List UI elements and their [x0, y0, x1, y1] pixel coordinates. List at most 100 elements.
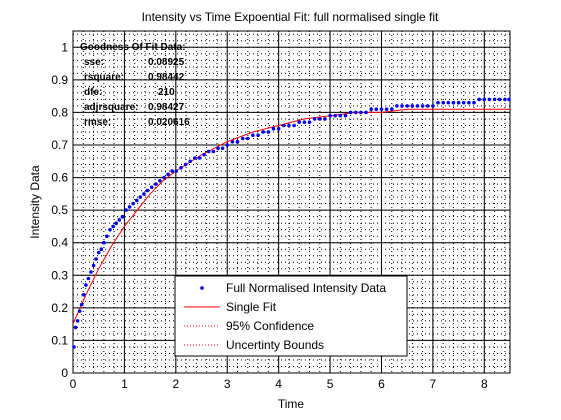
- data-point: [158, 179, 162, 183]
- single-fit-series: [72, 108, 510, 325]
- data-point: [166, 172, 170, 177]
- data-point: [312, 117, 317, 121]
- x-tick-label: 7: [430, 377, 437, 391]
- data-point: [94, 257, 98, 261]
- plot-frame: [72, 30, 511, 374]
- data-point: [266, 130, 271, 134]
- data-point: [297, 120, 302, 124]
- data-point: [261, 130, 266, 134]
- data-point: [467, 100, 471, 105]
- data-point: [127, 205, 132, 209]
- gof-row-key: sse:: [84, 57, 104, 68]
- data-point: [145, 188, 150, 193]
- x-tick-label: 3: [224, 377, 231, 391]
- data-point: [497, 97, 502, 102]
- data-point: [307, 120, 312, 124]
- data-point: [202, 153, 206, 157]
- x-tick-label: 0: [70, 377, 77, 391]
- y-tick-label: 0.2: [51, 301, 68, 315]
- data-point: [197, 156, 202, 160]
- legend-box: [174, 275, 408, 357]
- data-point: [120, 214, 125, 219]
- data-point: [73, 325, 78, 330]
- data-point: [86, 276, 91, 281]
- data-point: [328, 113, 332, 118]
- x-tick-label: 4: [275, 377, 282, 391]
- data-point: [359, 110, 363, 115]
- data-point: [82, 293, 86, 297]
- data-point: [282, 123, 286, 128]
- data-point: [154, 182, 158, 186]
- data-point: [99, 247, 104, 251]
- data-point: [75, 319, 80, 323]
- data-point: [179, 166, 183, 170]
- data-point: [131, 201, 135, 206]
- data-point: [369, 107, 374, 111]
- data-point: [292, 123, 296, 128]
- legend: Full Normalised Intensity Data Single Fi…: [174, 275, 408, 357]
- data-point: [211, 149, 216, 154]
- x-axis-ticks: 0 1 2 3 4 5 6 7 8: [70, 377, 488, 391]
- data-point: [446, 100, 451, 105]
- data-point: [138, 195, 143, 199]
- x-axis-label: Time: [278, 397, 305, 411]
- data-point: [482, 97, 487, 102]
- data-point: [96, 250, 101, 255]
- gof-row-key: rsquare:: [84, 72, 124, 83]
- data-point: [149, 185, 154, 190]
- data-point: [441, 100, 446, 105]
- y-tick-label: 0.9: [51, 73, 68, 87]
- y-tick-label: 0: [61, 366, 68, 380]
- data-point: [343, 113, 348, 118]
- data-point: [124, 208, 128, 212]
- data-point: [102, 240, 106, 245]
- data-point: [117, 218, 122, 222]
- data-point: [400, 104, 404, 108]
- data-series: [72, 97, 511, 349]
- data-point: [287, 123, 291, 128]
- data-point: [246, 136, 250, 141]
- data-point: [456, 100, 461, 105]
- data-point: [461, 100, 466, 105]
- data-point: [436, 100, 440, 105]
- data-point: [77, 309, 82, 313]
- data-point: [425, 104, 430, 108]
- data-point: [379, 107, 384, 111]
- legend-marker-data: [200, 286, 204, 290]
- data-point: [162, 175, 166, 180]
- legend-label: 95% Confidence: [226, 319, 314, 333]
- legend-label: Single Fit: [226, 300, 277, 314]
- data-point: [170, 169, 174, 173]
- data-point: [105, 234, 109, 238]
- data-point: [183, 162, 188, 167]
- data-point: [108, 227, 112, 232]
- x-tick-label: 2: [172, 377, 179, 391]
- y-axis-ticks: 0 0.1 0.2 0.3 0.4 0.5 0.6 0.7 0.8 0.9 1: [51, 40, 68, 380]
- data-point: [395, 104, 399, 108]
- data-point: [507, 97, 511, 102]
- data-point: [318, 117, 322, 121]
- chart-title: Intensity vs Time Expoential Fit: full n…: [142, 10, 439, 24]
- data-point: [354, 110, 358, 115]
- gof-row-key: adjrsquare:: [84, 102, 138, 113]
- data-point: [420, 104, 425, 108]
- gof-row-value: 210: [158, 87, 175, 98]
- data-point: [333, 113, 338, 118]
- data-point: [220, 146, 225, 151]
- gof-row-key: rmse:: [84, 117, 111, 128]
- data-point: [216, 146, 220, 151]
- data-point: [477, 97, 482, 102]
- data-point: [114, 221, 118, 225]
- gof-row-value: 0.98442: [148, 72, 185, 83]
- data-point: [431, 104, 435, 108]
- data-point: [503, 97, 507, 102]
- y-tick-label: 1: [61, 40, 68, 54]
- data-point: [276, 126, 281, 131]
- y-tick-label: 0.1: [51, 333, 68, 347]
- y-tick-label: 0.3: [51, 268, 68, 282]
- data-point: [487, 97, 492, 102]
- data-point: [410, 104, 415, 108]
- data-point: [193, 156, 197, 160]
